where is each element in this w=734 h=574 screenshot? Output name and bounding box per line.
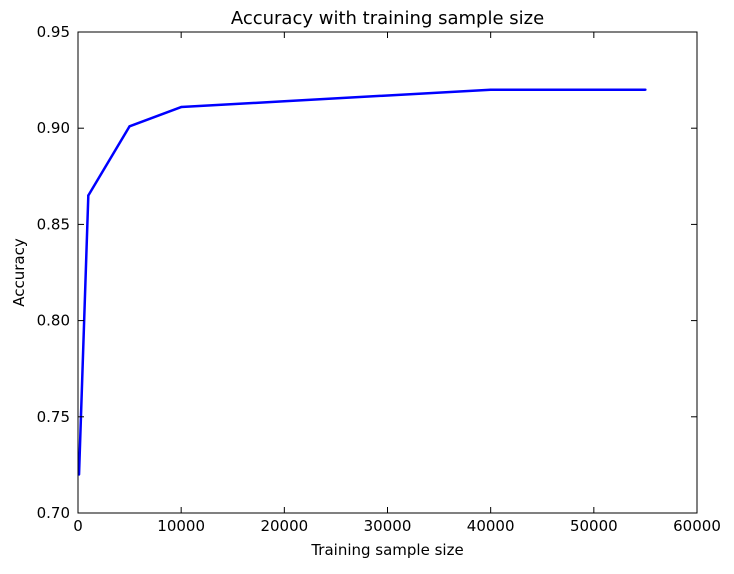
x-axis-ticks: 0 10000 20000 30000 40000 50000 60000 (73, 32, 721, 535)
y-tick-label: 0.70 (37, 504, 70, 522)
y-tick-label: 0.80 (37, 312, 70, 330)
y-axis-ticks: 0.70 0.75 0.80 0.85 0.90 0.95 (37, 23, 697, 522)
x-tick-label: 50000 (570, 517, 618, 535)
data-point (179, 105, 183, 109)
y-tick-label: 0.95 (37, 23, 70, 41)
data-point (87, 194, 90, 197)
x-tick-label: 20000 (260, 517, 308, 535)
data-point (128, 125, 131, 128)
x-tick-label: 0 (73, 517, 83, 535)
x-tick-label: 40000 (467, 517, 515, 535)
x-tick-label: 10000 (157, 517, 205, 535)
y-axis-label: Accuracy (10, 238, 28, 307)
data-point (644, 88, 647, 91)
data-layer (77, 88, 647, 476)
plot-background (78, 32, 697, 513)
data-point (489, 88, 492, 91)
x-tick-label: 30000 (364, 517, 412, 535)
y-tick-label: 0.75 (37, 408, 70, 426)
chart-title: Accuracy with training sample size (231, 8, 544, 29)
x-axis-label: Training sample size (310, 541, 463, 559)
y-tick-label: 0.90 (37, 119, 70, 137)
y-tick-label: 0.85 (37, 215, 70, 233)
x-tick-label: 60000 (673, 517, 721, 535)
data-point (283, 100, 286, 103)
